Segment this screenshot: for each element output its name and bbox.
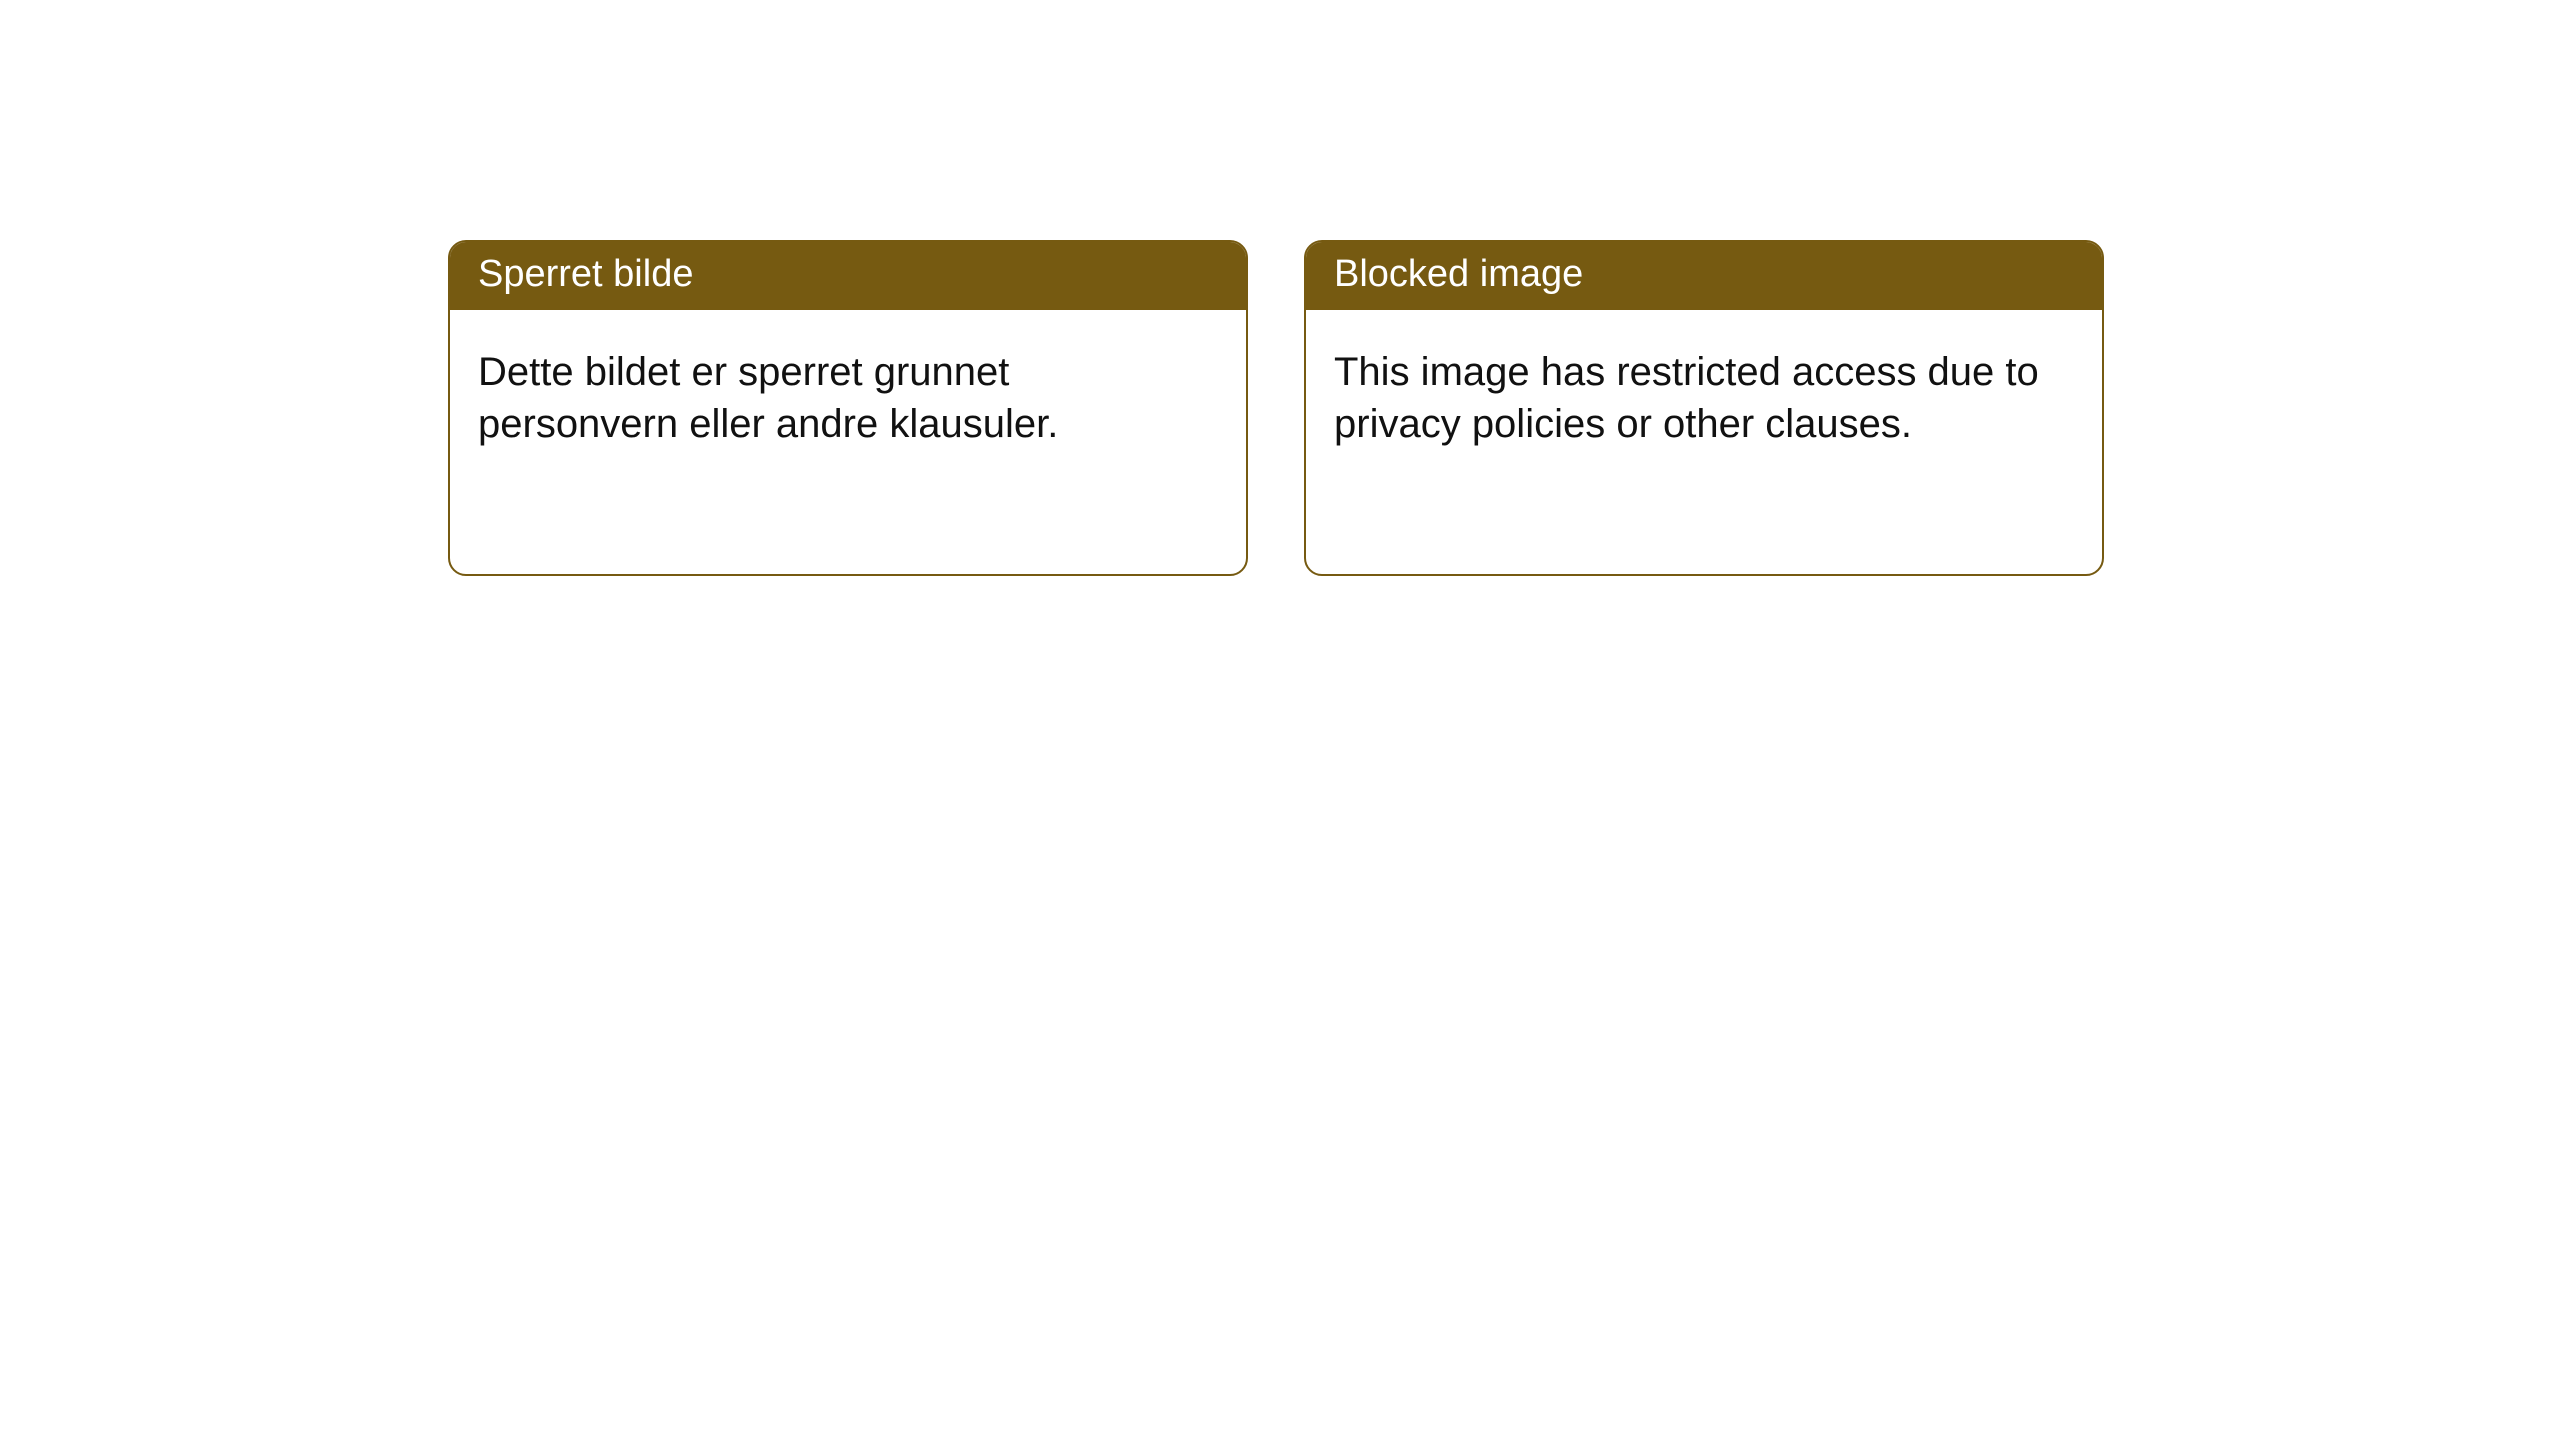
notice-card-english: Blocked image This image has restricted … bbox=[1304, 240, 2104, 576]
notice-body-norwegian: Dette bildet er sperret grunnet personve… bbox=[450, 310, 1246, 478]
notice-card-norwegian: Sperret bilde Dette bildet er sperret gr… bbox=[448, 240, 1248, 576]
notice-container: Sperret bilde Dette bildet er sperret gr… bbox=[0, 0, 2560, 576]
notice-title-norwegian: Sperret bilde bbox=[450, 242, 1246, 310]
notice-body-english: This image has restricted access due to … bbox=[1306, 310, 2102, 478]
notice-title-english: Blocked image bbox=[1306, 242, 2102, 310]
